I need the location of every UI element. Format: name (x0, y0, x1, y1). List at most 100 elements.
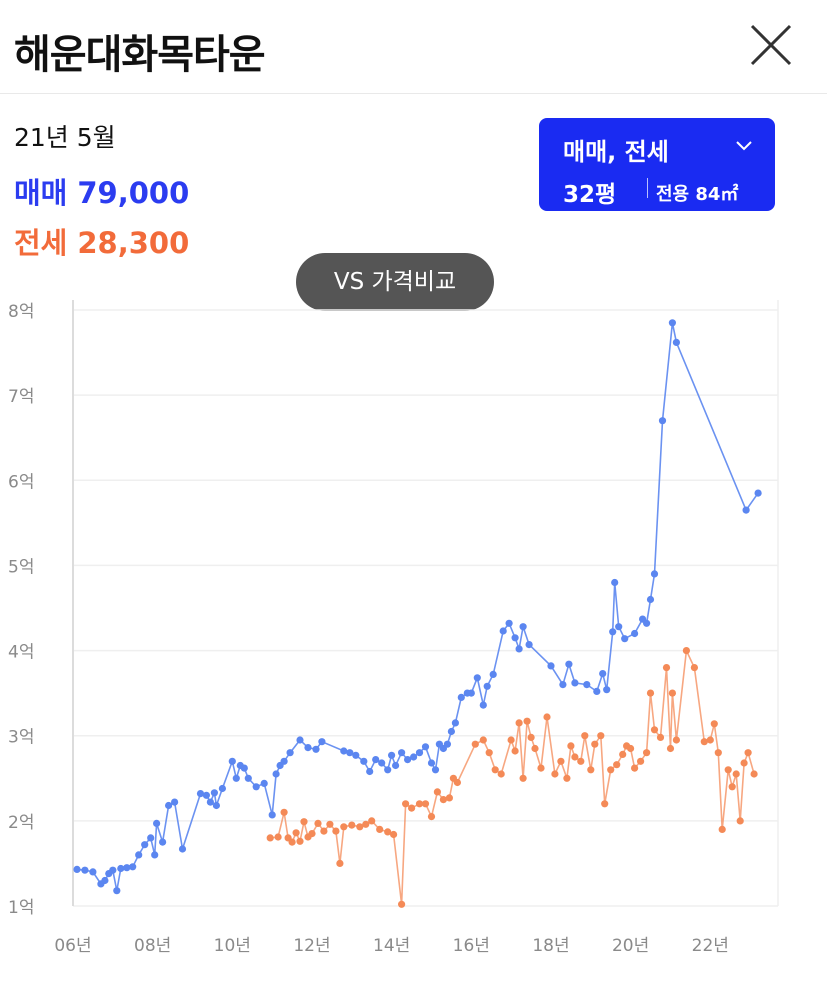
data-point (581, 732, 589, 740)
data-point (499, 627, 507, 635)
sale-value: 79,000 (77, 176, 190, 210)
data-point (300, 818, 308, 826)
divider (647, 178, 648, 198)
data-point (427, 759, 436, 767)
data-point (352, 751, 360, 759)
data-point (577, 757, 585, 765)
data-point (489, 670, 497, 678)
compare-button[interactable]: VS 가격비교 (296, 253, 494, 311)
data-point (304, 744, 312, 752)
data-point (567, 742, 575, 750)
data-point (348, 821, 356, 829)
data-point (292, 829, 300, 837)
data-point (732, 770, 740, 778)
data-point (141, 841, 149, 849)
data-point (228, 757, 236, 765)
y-axis-labels: 1억 2억 3억 4억 5억 6억 7억 8억 (8, 302, 34, 918)
data-point (666, 744, 675, 753)
trade-type-selector[interactable]: 매매, 전세 32평 전용 84㎡ (539, 118, 775, 211)
data-point (147, 834, 155, 842)
data-point (658, 417, 667, 425)
data-point (557, 757, 565, 765)
data-point (404, 756, 412, 764)
data-point (178, 845, 187, 853)
data-point (296, 837, 304, 845)
data-point (260, 779, 268, 787)
data-point (336, 859, 344, 868)
data-point (113, 887, 121, 895)
data-point (511, 634, 519, 642)
chart-series (73, 319, 762, 908)
data-point (597, 732, 605, 740)
x-tick-label: 20년 (612, 936, 649, 956)
data-point (523, 717, 531, 725)
series-jeonse (266, 647, 758, 908)
data-point (89, 868, 97, 876)
data-point (682, 647, 691, 655)
y-tick-label: 5억 (8, 557, 34, 577)
data-point (690, 664, 699, 672)
data-point (410, 753, 418, 761)
data-point (672, 736, 681, 744)
data-point (668, 319, 677, 327)
data-point (750, 770, 758, 778)
data-point (232, 774, 240, 782)
data-point (332, 827, 340, 835)
data-point (457, 693, 465, 701)
data-point (613, 761, 621, 769)
data-point (607, 766, 615, 774)
header: 해운대화목타운 (0, 0, 827, 94)
data-point (724, 766, 732, 774)
data-point (101, 876, 109, 885)
data-point (507, 736, 515, 744)
data-point (408, 804, 416, 812)
data-point (159, 838, 167, 846)
data-point (280, 757, 288, 765)
data-point (392, 761, 400, 770)
data-point (123, 864, 131, 872)
data-point (515, 645, 523, 653)
data-point (384, 828, 392, 836)
data-point (451, 719, 459, 727)
data-point (744, 749, 752, 757)
chart-grid (72, 300, 779, 907)
data-point (505, 619, 513, 627)
data-point (109, 866, 117, 874)
data-point (398, 749, 406, 757)
data-point (346, 749, 354, 757)
close-icon[interactable] (748, 22, 794, 68)
data-point (531, 744, 539, 753)
data-point (479, 701, 487, 709)
data-point (491, 766, 499, 774)
data-point (643, 619, 651, 627)
data-point (266, 834, 274, 842)
data-point (244, 774, 252, 782)
data-point (433, 788, 441, 796)
data-point (171, 798, 179, 806)
x-axis-labels: 06년 08년 10년 12년 14년 16년 18년 20년 22년 (54, 936, 729, 956)
data-point (515, 719, 523, 727)
data-point (497, 770, 505, 778)
y-tick-label: 1억 (8, 898, 34, 918)
jeonse-value: 28,300 (77, 226, 190, 260)
data-point (447, 727, 455, 736)
data-point (736, 817, 744, 825)
y-tick-label: 3억 (8, 728, 34, 748)
data-point (728, 783, 736, 791)
data-point (153, 819, 161, 828)
data-point (268, 811, 276, 819)
data-point (252, 783, 260, 791)
exclusive-area: 전용 84㎡ (656, 184, 739, 205)
unit-size: 32평 (563, 182, 617, 208)
data-point (615, 623, 623, 631)
data-point (571, 753, 579, 761)
data-point (473, 674, 481, 682)
data-point (631, 764, 639, 772)
data-point (378, 759, 386, 767)
data-point (619, 750, 627, 758)
data-point (151, 851, 159, 859)
data-point (218, 784, 226, 793)
data-point (286, 749, 294, 757)
data-point (421, 743, 430, 751)
jeonse-price: 전세 28,300 (14, 220, 189, 262)
